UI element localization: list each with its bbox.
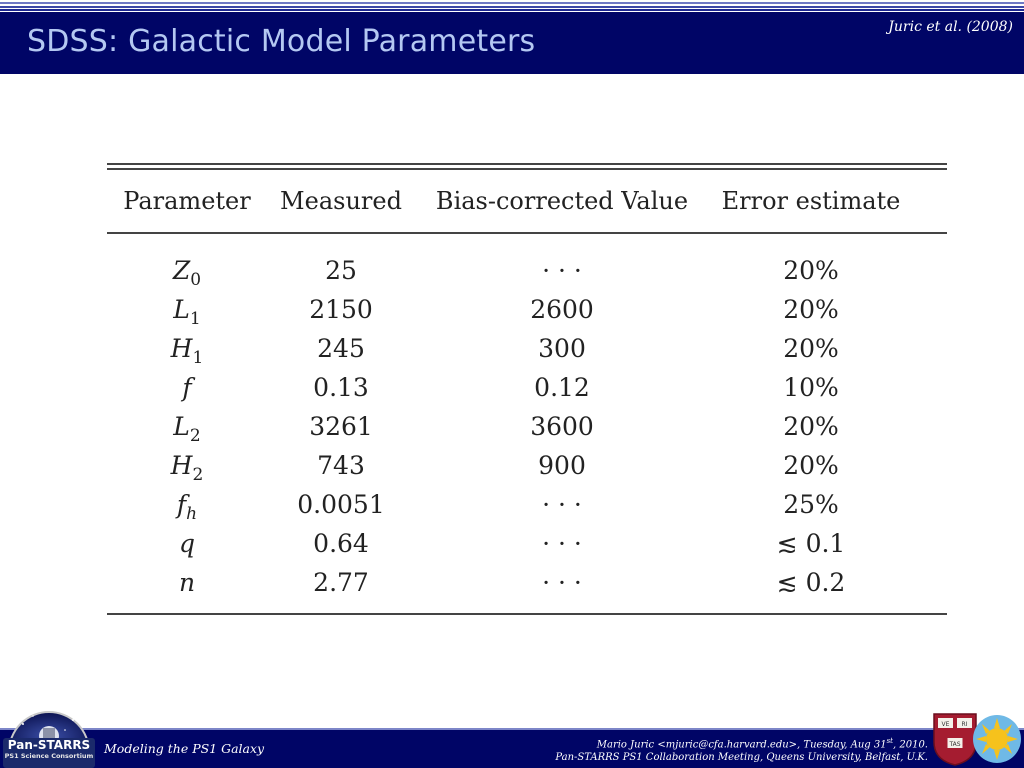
footer-rule [0, 728, 1024, 730]
row-measured-value: 2150 [309, 295, 373, 324]
parameter-symbol: q [178, 529, 196, 558]
harvard-shield-logo: VE RI TAS [933, 713, 977, 766]
row-measured-value: 3261 [309, 412, 373, 441]
row-error-estimate: ≲ 0.1 [776, 529, 846, 558]
footer-author-line: Mario Juric <mjuric@cfa.harvard.edu>, Tu… [596, 737, 928, 751]
parameter-table: Parameter Measured Bias-corrected Value … [107, 160, 947, 616]
row-error-estimate: 20% [783, 334, 839, 363]
row-parameter: H2 [170, 451, 204, 484]
row-error-estimate: 20% [783, 295, 839, 324]
row-bias-corrected-value: 0.12 [534, 373, 590, 402]
row-error-estimate: 20% [783, 256, 839, 285]
parameter-subscript: 1 [192, 348, 204, 368]
row-parameter: Z0 [172, 256, 201, 289]
parameter-symbol: L [173, 412, 190, 441]
column-header-measured: Measured [280, 187, 402, 215]
row-measured-value: 0.0051 [297, 490, 385, 519]
parameter-symbol: H [170, 451, 193, 480]
row-bias-corrected-value: · · · [542, 568, 582, 597]
row-bias-corrected-value: 300 [538, 334, 586, 363]
parameter-symbol: n [178, 568, 196, 597]
parameter-subscript: 0 [190, 270, 202, 290]
parameter-subscript: h [186, 504, 198, 524]
table-rule-bottom [107, 613, 947, 615]
shield-text-ve: VE [942, 721, 950, 728]
column-header-parameter: Parameter [123, 187, 251, 215]
row-error-estimate: 10% [783, 373, 839, 402]
row-bias-corrected-value: 3600 [530, 412, 594, 441]
row-bias-corrected-value: 900 [538, 451, 586, 480]
column-header-bias-corrected: Bias-corrected Value [435, 187, 689, 215]
row-measured-value: 0.64 [313, 529, 369, 558]
parameter-symbol: H [170, 334, 193, 363]
parameter-subscript: 2 [192, 465, 204, 485]
logo-title: Pan-STARRS [7, 738, 91, 752]
pan-starrs-logo [3, 711, 95, 768]
row-parameter: L1 [173, 295, 200, 328]
parameter-symbol: L [173, 295, 190, 324]
footer-meeting-line: Pan-STARRS PS1 Collaboration Meeting, Qu… [555, 752, 928, 764]
row-parameter: L2 [173, 412, 200, 445]
sun-emblem-logo [973, 715, 1021, 763]
header-stripes [0, 0, 1024, 12]
row-measured-value: 245 [317, 334, 365, 363]
table-rule-top [107, 163, 947, 165]
shield-text-tas: TAS [948, 741, 960, 748]
table-rule-top-inner [107, 168, 947, 170]
logo-subtitle: PS1 Science Consortium [4, 752, 94, 760]
parameter-subscript: 1 [189, 309, 201, 329]
row-error-estimate: 20% [783, 412, 839, 441]
parameter-subscript: 2 [189, 426, 201, 446]
row-measured-value: 25 [325, 256, 357, 285]
shield-text-ri: RI [962, 721, 968, 728]
table-rule-header [107, 232, 947, 234]
parameter-symbol: f [182, 373, 192, 402]
parameter-symbol: f [176, 490, 187, 519]
row-parameter: f [182, 373, 191, 402]
column-header-error-estimate: Error estimate [721, 187, 901, 215]
row-parameter: fh [176, 490, 197, 523]
row-bias-corrected-value: 2600 [530, 295, 594, 324]
footer-author-info: Mario Juric <mjuric@cfa.harvard.edu>, Tu… [555, 735, 928, 764]
row-error-estimate: 25% [783, 490, 839, 519]
row-parameter: q [179, 529, 195, 558]
row-measured-value: 0.13 [313, 373, 369, 402]
row-bias-corrected-value: · · · [542, 256, 582, 285]
row-error-estimate: ≲ 0.2 [776, 568, 846, 597]
parameter-symbol: Z [172, 256, 191, 285]
slide-title: SDSS: Galactic Model Parameters [27, 24, 536, 59]
citation: Juric et al. (2008) [888, 19, 1013, 35]
row-parameter: H1 [170, 334, 204, 367]
row-parameter: n [179, 568, 195, 597]
footer-talk-title: Modeling the PS1 Galaxy [104, 741, 265, 756]
row-bias-corrected-value: · · · [542, 490, 582, 519]
row-measured-value: 743 [317, 451, 365, 480]
row-measured-value: 2.77 [313, 568, 369, 597]
row-error-estimate: 20% [783, 451, 839, 480]
slide-header: SDSS: Galactic Model Parameters Juric et… [0, 12, 1024, 74]
slide-footer [0, 730, 1024, 768]
row-bias-corrected-value: · · · [542, 529, 582, 558]
